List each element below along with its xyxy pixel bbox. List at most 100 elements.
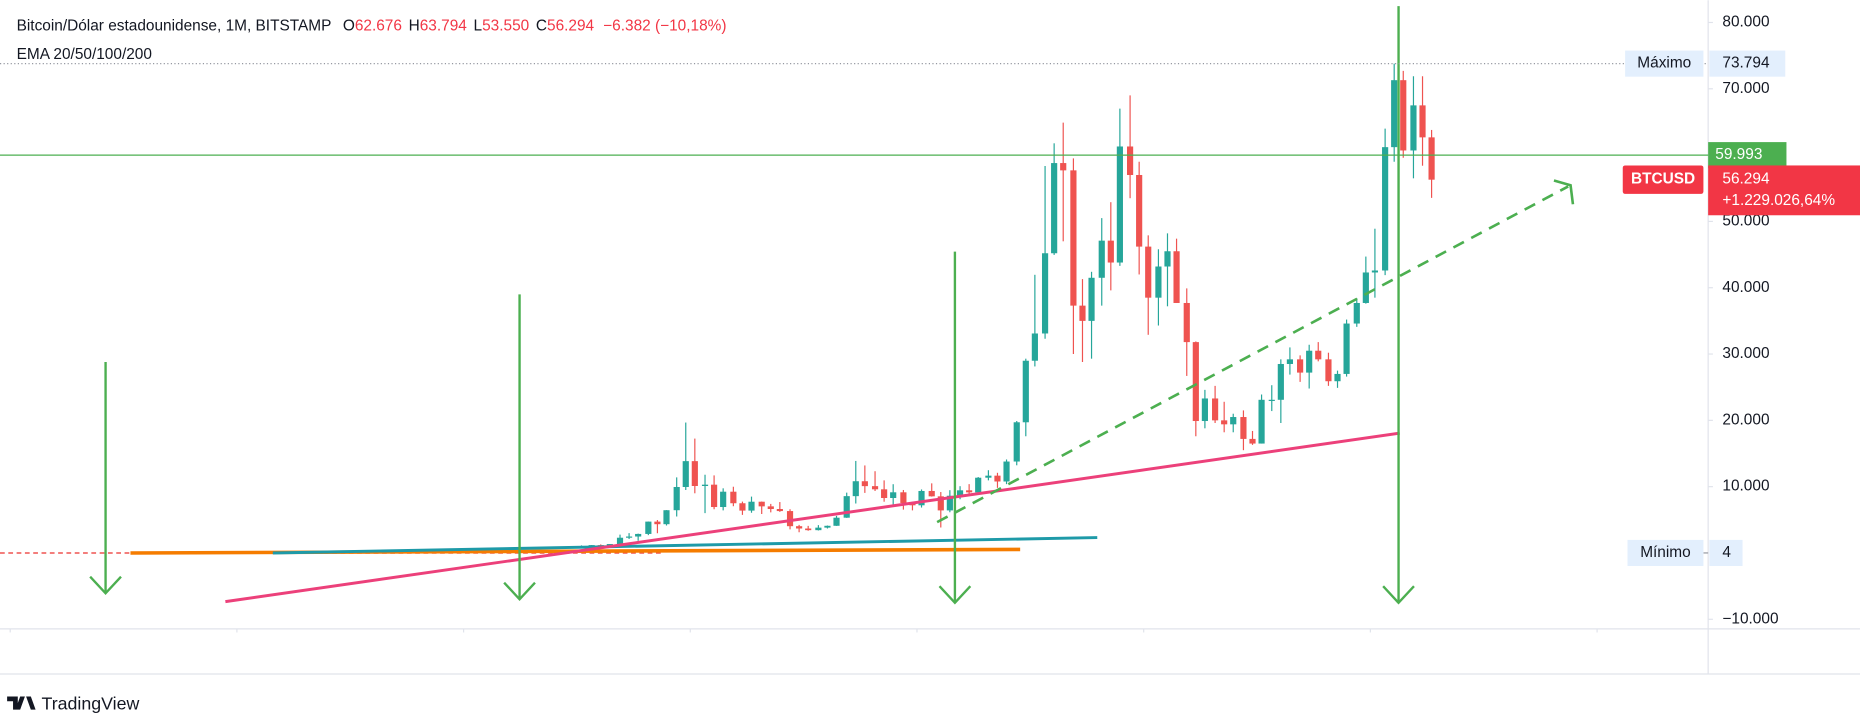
symbol: Bitcoin/Dólar estadounidense, 1M, BITSTA…	[17, 17, 332, 34]
candle-body	[1297, 359, 1304, 373]
candle-body	[1371, 270, 1379, 273]
candle-body	[1201, 398, 1208, 422]
candle-body	[1315, 350, 1322, 360]
candle-body	[1391, 80, 1398, 148]
candle-body	[928, 490, 935, 497]
candle-body	[1362, 272, 1369, 303]
candle-body	[645, 521, 652, 534]
min-label: Mínimo	[1640, 544, 1691, 561]
candle-body	[1353, 302, 1360, 324]
candle-body	[1022, 360, 1029, 423]
plot-area: 20122014201620182020202220242026	[0, 63, 1435, 554]
candle-body	[956, 490, 964, 496]
ohlc-value: 63.794	[420, 17, 468, 34]
trend-line	[272, 536, 1098, 555]
candle-body	[767, 506, 774, 510]
candle-body	[720, 491, 727, 508]
candle-body	[1079, 305, 1086, 321]
candle-body	[663, 510, 670, 525]
candle-body	[1212, 398, 1219, 421]
last-price-bg	[1708, 165, 1860, 216]
drawings	[89, 6, 1575, 605]
candle-body	[1116, 146, 1123, 263]
candle-body	[1031, 333, 1038, 361]
change: −6.382 (−10,18%)	[603, 17, 726, 34]
min-value-bg	[1709, 539, 1743, 566]
candle-body	[1088, 277, 1095, 321]
candle-body	[626, 536, 633, 538]
candle-body	[937, 496, 944, 511]
candle-body	[1334, 373, 1341, 382]
candle-body	[635, 533, 642, 537]
candle-body	[758, 501, 765, 507]
candle-body	[994, 475, 1001, 482]
candle-body	[1428, 137, 1435, 180]
candle-body	[786, 511, 794, 527]
ohlc-value: 56.294	[547, 17, 595, 34]
max-label-bg	[1625, 50, 1704, 77]
candle-body	[890, 492, 897, 499]
candle-body	[691, 461, 698, 486]
candle-body	[1173, 251, 1180, 303]
candle-body	[1286, 359, 1293, 364]
candle-body	[900, 492, 907, 503]
candle-body	[1258, 399, 1265, 444]
brand: TradingView	[42, 694, 140, 714]
max-value: 73.794	[1722, 55, 1770, 72]
symbol-label: BTCUSD	[1631, 171, 1695, 188]
indicator-label: EMA 20/50/100/200	[17, 46, 152, 63]
candle-body	[1410, 105, 1417, 151]
candle-body	[1155, 266, 1162, 298]
candle-body	[1136, 174, 1143, 247]
logo: TradingView	[7, 694, 140, 714]
max-label: Máximo	[1637, 55, 1691, 72]
candle-body	[1127, 146, 1134, 175]
ohlc-value: 62.676	[355, 17, 402, 34]
candle-body	[975, 477, 982, 493]
y-tick-label: 20.000	[1722, 411, 1769, 428]
candle-body	[861, 481, 868, 487]
candle-body	[1306, 350, 1313, 373]
candle-body	[1268, 399, 1275, 401]
y-tick-label: 10.000	[1722, 478, 1769, 495]
last-price-change: +1.229.026,64%	[1722, 192, 1835, 209]
candle-body	[1325, 359, 1332, 382]
y-tick-label: 80.000	[1722, 14, 1769, 31]
candle-body	[824, 525, 831, 528]
price-line-label-bg	[1708, 142, 1787, 169]
candle-body	[815, 527, 822, 531]
candle-body	[1343, 323, 1350, 374]
candle-body	[966, 490, 973, 493]
candle-body	[673, 486, 680, 511]
candle-body	[1249, 438, 1256, 444]
candle-body	[730, 491, 737, 504]
candle-body	[1400, 80, 1407, 151]
candle-body	[739, 503, 746, 511]
candle-body	[654, 521, 661, 525]
candle-body	[918, 490, 925, 506]
candle-body	[1098, 240, 1105, 278]
arrow-head	[503, 581, 536, 601]
y-tick-label: 40.000	[1722, 279, 1769, 296]
arrow-head	[1553, 179, 1575, 205]
candle-body	[1192, 342, 1199, 422]
candle-body	[616, 537, 624, 545]
candle-body	[1230, 417, 1237, 425]
candle-body	[881, 489, 888, 499]
arrow-head	[938, 585, 972, 605]
candle-body	[1107, 240, 1114, 263]
ohlc-prefix: C	[536, 17, 547, 34]
candle-body	[985, 475, 992, 478]
ohlc-prefix: H	[409, 17, 420, 34]
candle-body	[1051, 163, 1058, 254]
candle-body	[833, 517, 840, 526]
y-tick-label: 30.000	[1722, 345, 1769, 362]
dashed-arrow	[936, 185, 1569, 524]
ohlc-prefix: L	[474, 17, 483, 34]
candle-body	[1060, 163, 1067, 171]
y-tick-label: −10.000	[1722, 610, 1778, 627]
candle-body	[1382, 147, 1389, 271]
candle-body	[805, 528, 812, 531]
